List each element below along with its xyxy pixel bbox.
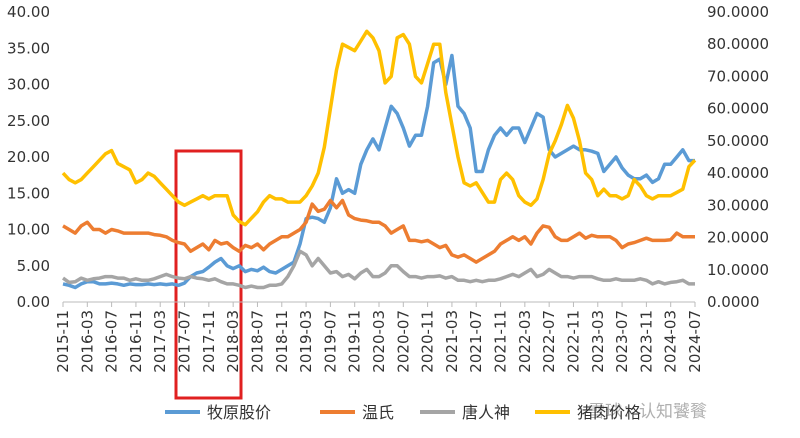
x-tick-label: 2018-07 — [248, 310, 266, 373]
x-tick-label: 2020-07 — [394, 310, 412, 373]
x-tick-label: 2020-11 — [419, 310, 437, 373]
y2-tick-label: 90.0000 — [707, 3, 769, 21]
x-tick-label: 2021-11 — [492, 310, 510, 373]
y-tick-label: 0.00 — [17, 293, 50, 311]
series-line — [62, 198, 695, 264]
y2-tick-label: 40.0000 — [707, 164, 769, 182]
x-tick-label: 2024-03 — [662, 310, 680, 373]
x-tick-label: 2016-11 — [127, 310, 145, 373]
y2-tick-label: 60.0000 — [707, 100, 769, 118]
y2-tick-label: 10.0000 — [707, 261, 769, 279]
series-line — [61, 29, 697, 227]
x-tick-label: 2019-03 — [297, 310, 315, 373]
y-tick-label: 25.00 — [7, 112, 50, 130]
x-tick-label: 2020-03 — [370, 310, 388, 373]
y2-tick-label: 50.0000 — [707, 132, 769, 150]
x-tick-label: 2023-07 — [613, 310, 631, 373]
legend-label: 温氏 — [362, 403, 394, 422]
x-tick-label: 2024-07 — [686, 310, 704, 373]
x-tick-label: 2018-03 — [224, 310, 242, 373]
x-tick-label: 2015-11 — [54, 310, 72, 373]
y2-tick-label: 30.0000 — [707, 196, 769, 214]
x-tick-label: 2022-11 — [564, 310, 582, 373]
x-tick-label: 2021-03 — [443, 310, 461, 373]
y-tick-label: 30.00 — [7, 76, 50, 94]
y-tick-label: 10.00 — [7, 221, 50, 239]
highlight-box — [174, 149, 243, 400]
series-line — [61, 249, 695, 290]
x-tick-label: 2017-03 — [151, 310, 169, 373]
x-tick-label: 2022-03 — [516, 310, 534, 373]
x-tick-label: 2017-11 — [200, 310, 218, 373]
x-tick-label: 2023-11 — [637, 310, 655, 373]
x-tick-label: 2019-11 — [346, 310, 364, 373]
y-tick-label: 5.00 — [17, 257, 50, 275]
y-tick-label: 35.00 — [7, 39, 50, 57]
series-line — [62, 53, 695, 290]
x-tick-label: 2022-07 — [540, 310, 558, 373]
legend-label: 唐人神 — [462, 403, 510, 422]
legend-label: 猪肉价格 — [577, 403, 641, 422]
x-tick-label: 2016-07 — [103, 310, 121, 373]
y-tick-label: 15.00 — [7, 184, 50, 202]
x-tick-label: 2021-07 — [467, 310, 485, 373]
y2-tick-label: 70.0000 — [707, 67, 769, 85]
x-tick-label: 2018-11 — [273, 310, 291, 373]
y-tick-label: 20.00 — [7, 148, 50, 166]
watermark: 雪球：认知饕餮 — [588, 402, 707, 422]
x-tick-label: 2016-03 — [78, 310, 96, 373]
x-tick-label: 2019-07 — [321, 310, 339, 373]
y2-tick-label: 20.0000 — [707, 229, 769, 247]
y2-tick-label: 80.0000 — [707, 35, 769, 53]
y2-tick-label: 0.0000 — [707, 293, 760, 311]
x-tick-label: 2017-07 — [176, 310, 194, 373]
legend-label: 牧原股价 — [207, 403, 271, 422]
x-tick-label: 2023-03 — [589, 310, 607, 373]
y-tick-label: 40.00 — [7, 3, 50, 21]
